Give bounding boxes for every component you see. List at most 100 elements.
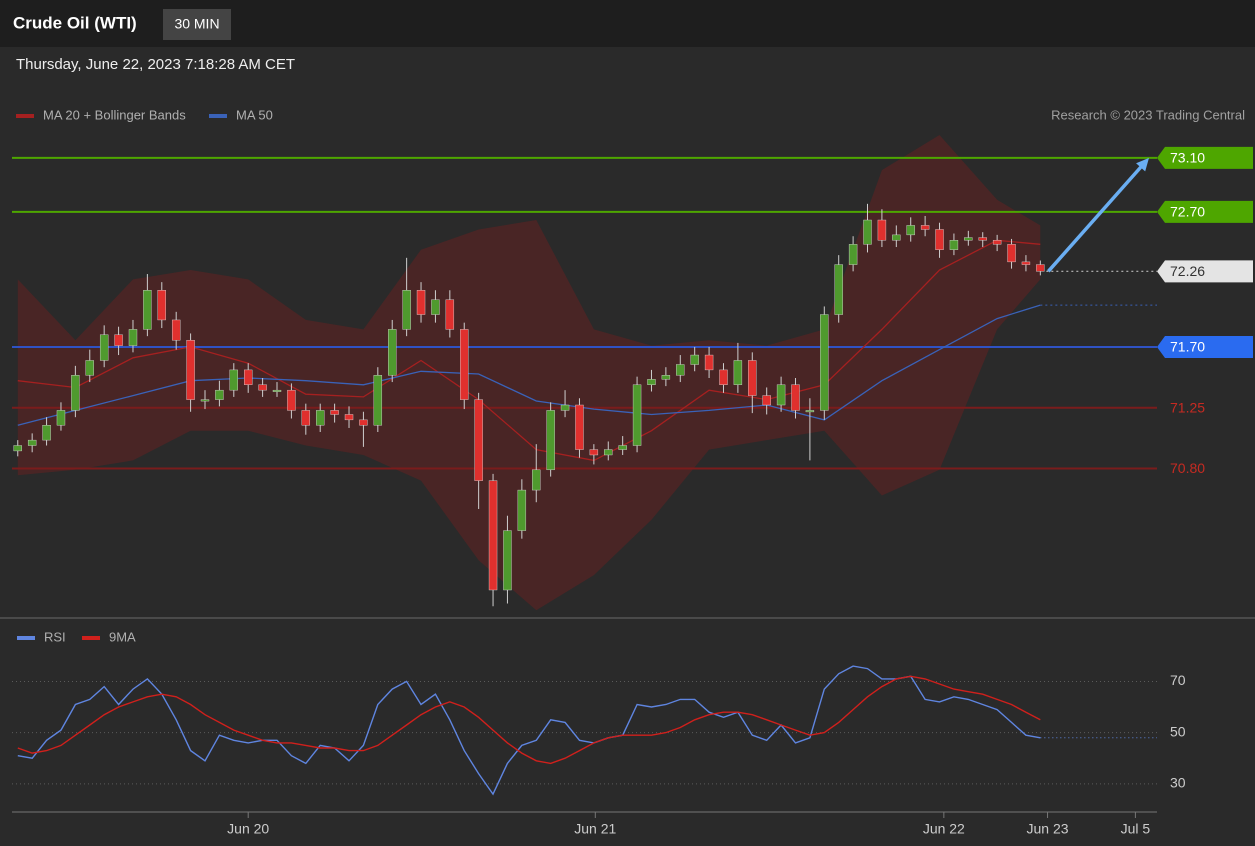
candle-body bbox=[704, 354, 714, 371]
candle-body bbox=[647, 379, 656, 385]
candle-body bbox=[128, 329, 138, 346]
candle-body bbox=[460, 329, 469, 400]
candle-body bbox=[13, 445, 22, 452]
rsi-line bbox=[17, 675, 1041, 765]
candle-body bbox=[1007, 244, 1016, 263]
level-label-box bbox=[1157, 200, 1253, 223]
legend-swatch bbox=[16, 114, 34, 118]
candle-body bbox=[748, 360, 757, 396]
candle-body bbox=[589, 449, 599, 456]
candle-body bbox=[157, 290, 166, 321]
candle-body bbox=[848, 244, 858, 265]
candle-body bbox=[71, 375, 80, 411]
candle-body bbox=[388, 329, 397, 376]
timestamp: Thursday, June 22, 2023 7:18:28 AM CET bbox=[16, 56, 295, 73]
candle-body bbox=[560, 404, 570, 411]
legend-label: MA 50 bbox=[236, 107, 273, 122]
candle-body bbox=[503, 530, 512, 591]
candle-body bbox=[330, 410, 339, 415]
candle-body bbox=[272, 389, 282, 392]
candle-body bbox=[359, 419, 368, 426]
target-arrow bbox=[1047, 164, 1144, 273]
level-label-box bbox=[1157, 260, 1253, 283]
candle-body bbox=[834, 264, 843, 315]
candle-body bbox=[258, 384, 267, 391]
candle-body bbox=[301, 410, 311, 426]
candle-body bbox=[99, 334, 109, 361]
level-label: 72.26 bbox=[1170, 263, 1205, 279]
y-tick-label: 70 bbox=[1170, 672, 1186, 688]
level-label: 71.70 bbox=[1170, 339, 1205, 355]
candle-body bbox=[171, 319, 181, 341]
y-tick-label: 30 bbox=[1170, 775, 1186, 791]
legend-swatch bbox=[209, 114, 227, 118]
legend-swatch bbox=[17, 636, 35, 640]
candle-body bbox=[618, 445, 627, 450]
interval-label[interactable]: 30 MIN bbox=[174, 16, 219, 32]
candle-body bbox=[1036, 264, 1045, 272]
candle-body bbox=[719, 369, 728, 385]
candle-body bbox=[992, 240, 1002, 245]
credit: Research © 2023 Trading Central bbox=[1051, 107, 1245, 122]
level-label: 71.25 bbox=[1170, 399, 1205, 415]
candle-body bbox=[416, 290, 426, 315]
x-tick-label: Jul 5 bbox=[1121, 821, 1151, 837]
candle-body bbox=[445, 299, 455, 330]
candle-body bbox=[575, 404, 584, 450]
level-label: 73.10 bbox=[1170, 150, 1205, 166]
candle-body bbox=[402, 290, 411, 330]
legend-label: 9MA bbox=[109, 629, 136, 644]
interval-button[interactable] bbox=[163, 9, 231, 40]
bollinger-band bbox=[17, 135, 1041, 611]
candle-body bbox=[690, 354, 699, 365]
candle-body bbox=[344, 414, 354, 421]
candle-body bbox=[805, 410, 815, 413]
level-label: 72.70 bbox=[1170, 204, 1205, 220]
legend-swatch bbox=[82, 636, 100, 640]
candle-body bbox=[143, 290, 152, 330]
level-label: 70.80 bbox=[1170, 460, 1205, 476]
candle-body bbox=[431, 299, 440, 315]
candle-body bbox=[200, 399, 210, 402]
candle-body bbox=[733, 360, 743, 385]
candle-body bbox=[1021, 261, 1031, 265]
candle-body bbox=[229, 369, 238, 391]
x-tick-label: Jun 22 bbox=[923, 821, 965, 837]
candle-body bbox=[85, 360, 94, 376]
candle-body bbox=[532, 469, 541, 491]
candle-body bbox=[27, 439, 37, 446]
candle-body bbox=[935, 229, 944, 250]
x-tick-label: Jun 20 bbox=[227, 821, 269, 837]
candle-body bbox=[517, 489, 527, 531]
x-tick-label: Jun 23 bbox=[1027, 821, 1069, 837]
candle-body bbox=[978, 237, 987, 241]
candle-body bbox=[56, 410, 66, 426]
candle-body bbox=[474, 399, 483, 481]
target-arrow-head bbox=[1136, 157, 1149, 172]
legend-label: MA 20 + Bollinger Bands bbox=[43, 107, 186, 122]
candle-body bbox=[186, 339, 195, 400]
rsi-line bbox=[17, 665, 1041, 796]
candle-body bbox=[949, 240, 959, 250]
level-label-box bbox=[1157, 335, 1253, 358]
candle-body bbox=[244, 369, 253, 385]
candle-body bbox=[661, 375, 671, 380]
candle-body bbox=[676, 364, 685, 376]
x-tick-label: Jun 21 bbox=[574, 821, 616, 837]
candle-body bbox=[892, 234, 901, 241]
candle-body bbox=[776, 384, 786, 406]
candle-body bbox=[604, 449, 613, 456]
candle-body bbox=[820, 314, 829, 411]
candle-body bbox=[287, 389, 296, 411]
candle-body bbox=[877, 219, 887, 241]
candle-body bbox=[373, 375, 383, 426]
candle-body bbox=[488, 480, 498, 591]
chart-title: Crude Oil (WTI) bbox=[13, 13, 137, 32]
candle-body bbox=[762, 395, 771, 406]
candle-body bbox=[632, 384, 642, 446]
candle-body bbox=[964, 237, 973, 241]
legend-label: RSI bbox=[44, 629, 66, 644]
